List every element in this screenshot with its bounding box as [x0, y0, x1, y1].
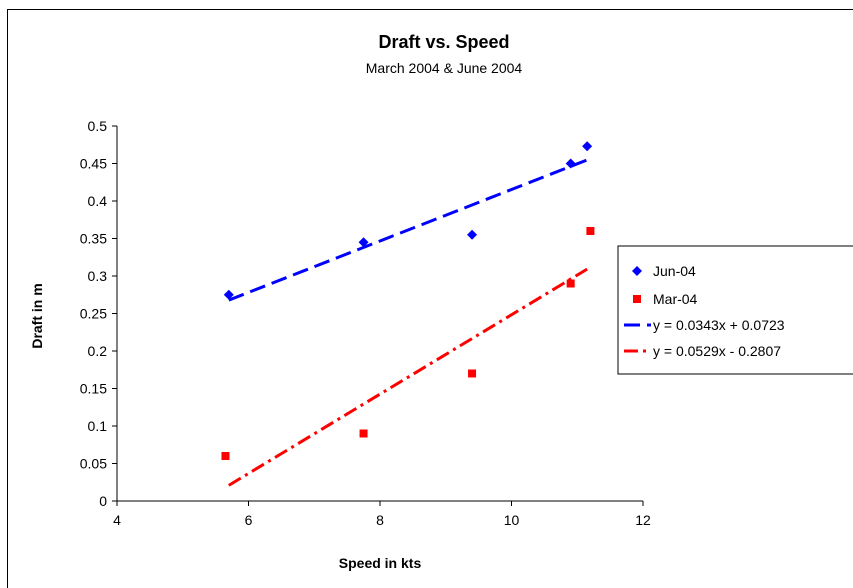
- data-point-series-1: [582, 141, 593, 152]
- data-point-series-2: [359, 429, 368, 438]
- data-point-series-1: [467, 229, 478, 240]
- chart-frame: [7, 9, 853, 588]
- legend-marker-1: [632, 266, 642, 276]
- y-tick-label: 0.05: [80, 456, 107, 472]
- data-point-series-1: [223, 289, 234, 300]
- data-points: [221, 141, 595, 460]
- legend-marker-2: [633, 295, 641, 303]
- y-tick-label: 0.45: [80, 156, 107, 172]
- trendlines: [228, 158, 588, 487]
- data-point-series-2: [586, 227, 595, 235]
- x-tick-label: 10: [504, 512, 520, 528]
- legend-box: [617, 245, 853, 375]
- y-tick-label: 0.2: [88, 343, 108, 359]
- legend: Jun-04 Mar-04 y = 0.0343x + 0.0723 y = 0.05…: [617, 245, 853, 375]
- legend-trend-label-2: y = 0.0529x - 0.2807: [653, 343, 781, 359]
- y-tick-label: 0.5: [88, 118, 108, 134]
- y-tick-label: 0.4: [88, 193, 108, 209]
- y-tick-label: 0.15: [80, 381, 107, 397]
- data-point-series-2: [566, 279, 575, 288]
- x-tick-label: 12: [635, 512, 651, 528]
- data-point-series-2: [221, 452, 230, 460]
- legend-label-2: Mar-04: [653, 291, 698, 307]
- chart-subtitle: March 2004 & June 2004: [366, 60, 523, 76]
- x-tick-label: 8: [376, 512, 384, 528]
- trendline-1: [228, 158, 588, 302]
- data-point-series-2: [468, 369, 477, 378]
- y-tick-label: 0: [99, 493, 107, 509]
- y-axis-title: Draft in m: [29, 283, 45, 348]
- trendline-2: [228, 267, 588, 487]
- data-point-series-1: [565, 158, 576, 169]
- chart-title: Draft vs. Speed: [378, 32, 509, 52]
- legend-trend-label-1: y = 0.0343x + 0.0723: [653, 317, 785, 333]
- y-tick-label: 0.3: [88, 268, 108, 284]
- y-tick-label: 0.25: [80, 306, 107, 322]
- legend-label-1: Jun-04: [653, 263, 696, 279]
- x-tick-label: 6: [245, 512, 253, 528]
- axes: 0 0.05 0.1 0.15 0.2 0.25 0.3 0.35 0.4 0.45 0.5 4 6 8 1…: [80, 118, 651, 528]
- x-tick-label: 4: [113, 512, 121, 528]
- x-axis-title: Speed in kts: [339, 555, 422, 571]
- y-tick-label: 0.35: [80, 231, 107, 247]
- data-point-series-1: [358, 237, 369, 248]
- y-tick-label: 0.1: [88, 418, 108, 434]
